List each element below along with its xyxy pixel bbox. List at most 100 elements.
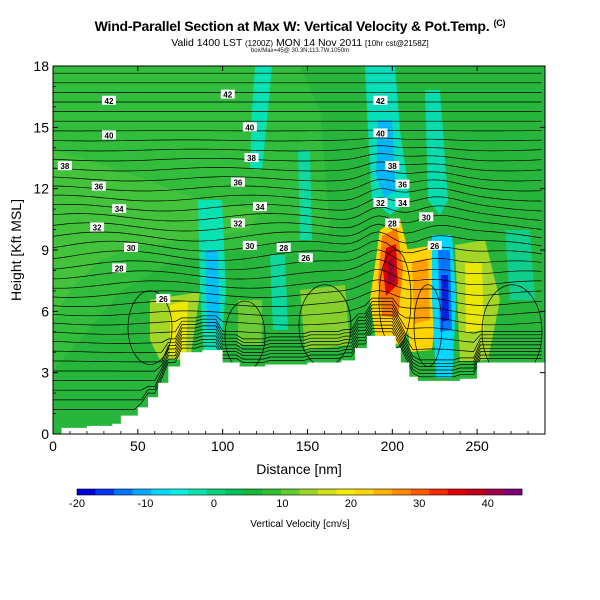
downdraft-streak bbox=[298, 150, 312, 240]
updraft-blob bbox=[300, 285, 350, 350]
contour-label-text: 40 bbox=[245, 123, 254, 132]
contour-label-text: 28 bbox=[388, 219, 397, 228]
contour-label: 30 bbox=[419, 212, 434, 222]
contour-label-box bbox=[124, 242, 139, 252]
contour-label-box bbox=[112, 263, 127, 273]
contour-label: 30 bbox=[124, 242, 139, 253]
valid-date: MON 14 Nov 2011 bbox=[275, 37, 363, 49]
x-tick-label: 0 bbox=[49, 438, 57, 454]
colorbar-swatch bbox=[188, 489, 208, 495]
contour-label-box bbox=[242, 240, 257, 250]
colorbar-swatch bbox=[373, 489, 393, 495]
contour-label-text: 32 bbox=[376, 199, 385, 208]
colorbar-frame bbox=[76, 488, 523, 496]
colorbar-swatch bbox=[132, 489, 152, 495]
contour-label-box bbox=[112, 204, 127, 214]
theta-contour-line bbox=[53, 317, 542, 372]
downdraft-streak bbox=[205, 250, 220, 330]
x-tick-label: 200 bbox=[381, 438, 405, 454]
colorbar-tick-label: 40 bbox=[482, 498, 494, 510]
contour-label-text: 40 bbox=[105, 132, 114, 141]
y-tick-label: 12 bbox=[33, 181, 49, 197]
contour-label-box bbox=[230, 177, 245, 187]
theta-contour-line bbox=[53, 304, 542, 335]
copyright-mark: (C) bbox=[493, 18, 506, 28]
contour-label: 28 bbox=[385, 218, 400, 228]
x-tick-label: 100 bbox=[211, 438, 235, 454]
theta-contour-line bbox=[53, 231, 542, 252]
contour-label-text: 36 bbox=[398, 181, 407, 190]
colorbar-title: Vertical Velocity [cm/s] bbox=[250, 519, 350, 530]
colorbar-swatch bbox=[355, 489, 374, 495]
colorbar-swatch bbox=[243, 489, 263, 495]
contour-label-text: 36 bbox=[233, 179, 242, 188]
y-tick-label: 18 bbox=[33, 58, 49, 74]
contour-label: 40 bbox=[101, 130, 116, 141]
theta-contour-line bbox=[53, 321, 542, 381]
contour-label-text: 42 bbox=[376, 97, 385, 106]
contour-label: 40 bbox=[373, 128, 388, 138]
theta-contour-line bbox=[53, 328, 542, 401]
theta-contour-line bbox=[53, 153, 542, 162]
contour-label: 26 bbox=[298, 253, 313, 263]
contour-label: 38 bbox=[57, 161, 72, 171]
colorbar-swatch bbox=[77, 489, 96, 495]
y-tick-label: 0 bbox=[41, 426, 49, 442]
colorbar-swatch bbox=[151, 489, 171, 495]
colorbar-swatch bbox=[114, 489, 133, 495]
theta-contour-line bbox=[53, 129, 542, 132]
contour-label-box bbox=[57, 161, 72, 171]
theta-contour-line bbox=[53, 179, 542, 192]
contour-label-box bbox=[427, 240, 442, 250]
theta-contour-line bbox=[53, 249, 542, 271]
theta-contour-line bbox=[53, 301, 542, 326]
contour-label-text: 42 bbox=[105, 97, 114, 106]
contour-label-box bbox=[373, 128, 388, 138]
theta-contour-line bbox=[53, 297, 542, 317]
contour-label-box bbox=[91, 181, 106, 191]
colorbar-swatch bbox=[429, 489, 449, 495]
downdraft-streak bbox=[250, 66, 272, 170]
contour-label-text: 28 bbox=[279, 244, 288, 253]
x-tick-label: 150 bbox=[296, 438, 320, 454]
contour-label-box bbox=[373, 197, 388, 207]
contour-label-text: 34 bbox=[256, 203, 265, 212]
theta-contour-line bbox=[53, 161, 542, 172]
x-tick-label: 250 bbox=[465, 438, 489, 454]
contour-label-text: 30 bbox=[245, 242, 254, 251]
contour-label: 28 bbox=[276, 242, 291, 253]
contour-label-box bbox=[385, 161, 400, 171]
contour-label-box bbox=[156, 294, 171, 304]
contour-label-box bbox=[220, 89, 235, 99]
contour-label-text: 30 bbox=[422, 213, 431, 222]
theta-contour-line bbox=[53, 205, 542, 222]
valid-time-utc: (1200Z) bbox=[245, 39, 274, 48]
chart-subtitle: Valid 1400 LST (1200Z) MON 14 Nov 2011 [… bbox=[0, 37, 600, 49]
colorbar-tick-label: -10 bbox=[138, 498, 154, 510]
downdraft-streak bbox=[376, 120, 396, 198]
theta-contour-line bbox=[53, 187, 542, 202]
contour-label: 26 bbox=[427, 240, 442, 251]
updraft-blob bbox=[465, 262, 484, 332]
colorbar-tick-label: 30 bbox=[413, 498, 425, 510]
contour-label: 38 bbox=[385, 161, 400, 171]
theta-contour-line bbox=[53, 314, 542, 363]
contour-label-box bbox=[90, 222, 105, 232]
colorbar-swatch bbox=[392, 489, 412, 495]
updraft-core-peak bbox=[388, 258, 395, 285]
max-info: box/Max=45@ 30.3N,113.7W,1050m bbox=[250, 48, 350, 54]
contour-label-text: 34 bbox=[115, 205, 124, 214]
y-tick-label: 15 bbox=[33, 119, 49, 135]
contour-label-text: 40 bbox=[376, 129, 385, 138]
contour-label-box bbox=[101, 130, 116, 140]
contour-label-box bbox=[298, 253, 313, 263]
updraft-blob bbox=[238, 300, 262, 345]
contour-label: 34 bbox=[112, 204, 127, 214]
colorbar-swatch bbox=[484, 489, 504, 495]
contour-label: 38 bbox=[244, 153, 259, 163]
closed-contour bbox=[127, 290, 173, 365]
terrain-mask bbox=[53, 335, 545, 434]
theta-contour-line bbox=[53, 259, 542, 280]
theta-contour-line bbox=[53, 223, 542, 242]
